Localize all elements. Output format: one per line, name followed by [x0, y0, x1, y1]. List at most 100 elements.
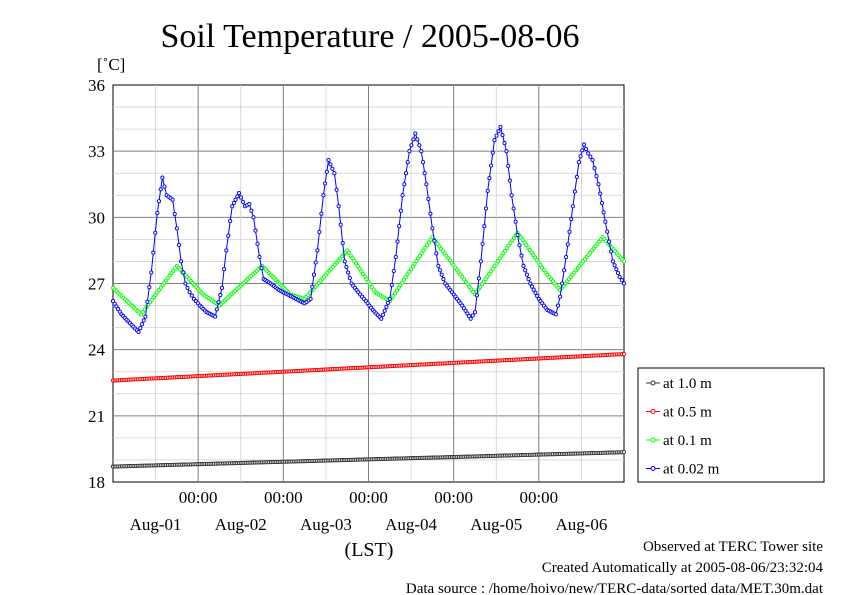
data-point: [492, 138, 497, 143]
data-point: [617, 274, 622, 279]
legend-label: at 0.02 m: [663, 462, 720, 478]
legend-label: at 0.5 m: [663, 405, 712, 421]
data-point: [488, 269, 493, 274]
data-point: [426, 240, 431, 245]
data-point: [185, 285, 190, 290]
data-point: [474, 293, 479, 298]
series-at-0-02-m: [110, 124, 627, 335]
data-point: [409, 267, 414, 272]
data-point: [426, 196, 431, 202]
data-point: [319, 211, 324, 216]
x-date-label: Aug-03: [300, 515, 352, 534]
data-point: [603, 219, 608, 224]
data-point: [400, 280, 405, 285]
data-point: [519, 253, 524, 258]
data-point: [162, 184, 167, 189]
data-point: [424, 182, 429, 187]
data-point: [421, 248, 426, 253]
data-point: [136, 329, 141, 335]
data-point: [430, 226, 435, 231]
data-point: [569, 216, 574, 222]
data-point: [240, 199, 246, 204]
data-point: [564, 254, 569, 260]
data-point: [380, 312, 386, 317]
data-point: [386, 300, 391, 305]
data-point: [214, 307, 219, 312]
plot-area: 18 21 24 27 30 33 36 00:00 00:00 00:00 00:00 00:00 A…: [88, 76, 627, 534]
x-date-label: Aug-01: [130, 515, 182, 534]
x-axis-label: (LST): [345, 539, 394, 561]
data-point: [434, 251, 439, 256]
data-point: [523, 268, 528, 273]
data-point: [153, 230, 158, 235]
data-point: [503, 248, 508, 253]
data-point: [509, 193, 514, 198]
data-point: [502, 141, 507, 146]
data-point: [409, 143, 414, 148]
data-point: [347, 275, 352, 281]
data-point: [411, 137, 416, 142]
data-point: [560, 281, 565, 286]
legend-marker: [650, 437, 656, 443]
data-point: [511, 235, 517, 240]
data-point: [311, 272, 317, 277]
data-point: [524, 272, 529, 277]
data-point: [570, 204, 575, 209]
data-point: [612, 263, 617, 268]
data-point: [417, 143, 422, 148]
data-point: [533, 290, 538, 295]
data-point: [621, 450, 627, 455]
x-tick-label: 00:00: [349, 488, 388, 507]
legend-marker: [650, 380, 656, 386]
data-point: [189, 293, 194, 298]
data-point: [485, 188, 490, 193]
data-point: [483, 277, 488, 282]
data-point: [155, 210, 160, 215]
data-point: [400, 193, 405, 198]
data-point: [508, 241, 513, 246]
data-point: [313, 260, 318, 265]
data-point: [529, 284, 535, 289]
data-point: [416, 256, 421, 261]
data-point: [413, 131, 418, 136]
data-point: [490, 266, 495, 271]
data-point: [222, 267, 227, 272]
data-point: [494, 133, 499, 138]
data-point: [328, 162, 333, 167]
data-point: [432, 238, 437, 243]
data-point: [405, 160, 410, 165]
y-tick-label: 27: [88, 275, 106, 294]
data-point: [481, 279, 486, 284]
data-point: [580, 148, 585, 153]
data-point: [578, 154, 583, 159]
data-point: [233, 197, 238, 202]
data-point: [507, 178, 512, 183]
data-point: [607, 239, 612, 244]
data-point: [403, 171, 409, 176]
data-point: [485, 274, 490, 279]
data-point: [369, 285, 374, 290]
data-point: [138, 326, 143, 331]
data-point: [601, 210, 606, 215]
data-point: [608, 249, 614, 254]
data-point: [596, 182, 601, 187]
data-point: [515, 232, 520, 238]
series-at-1-0-m: [110, 450, 627, 469]
data-point: [216, 300, 221, 305]
data-point: [528, 281, 533, 286]
data-point: [584, 146, 589, 152]
data-point: [598, 191, 603, 196]
data-point: [535, 293, 540, 298]
data-point: [236, 191, 242, 196]
series-at-0-5-m: [110, 352, 627, 383]
data-point: [249, 208, 254, 213]
data-point: [384, 304, 389, 309]
data-point: [510, 238, 515, 243]
data-point: [441, 277, 446, 282]
data-point: [310, 284, 315, 289]
data-point: [156, 199, 162, 204]
legend-box: [637, 367, 825, 483]
data-point: [405, 272, 410, 277]
data-point: [334, 187, 339, 192]
data-point: [151, 250, 156, 255]
